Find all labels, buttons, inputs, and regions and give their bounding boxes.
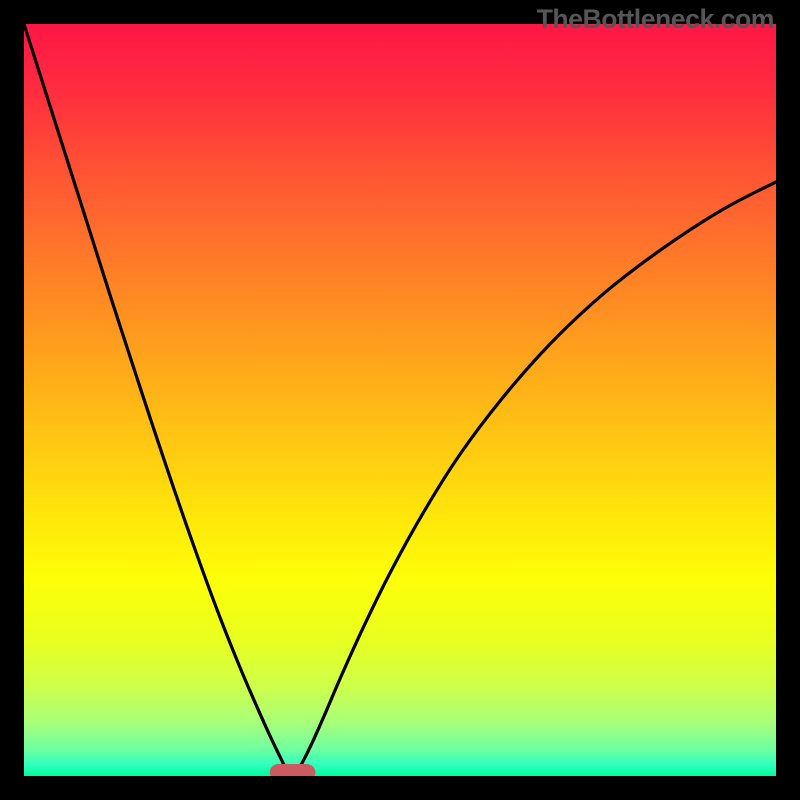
optimum-marker	[270, 764, 316, 781]
watermark-text: TheBottleneck.com	[537, 4, 774, 35]
bottleneck-plot	[0, 0, 800, 800]
gradient-background	[24, 24, 776, 776]
